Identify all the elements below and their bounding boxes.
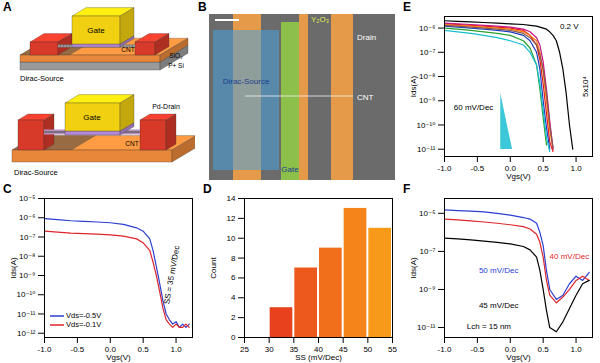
- html-text:Vds=-0.1V: Vds=-0.1V: [66, 320, 102, 329]
- svg-text:1.0: 1.0: [170, 345, 182, 354]
- html-text:B: B: [198, 0, 207, 14]
- svg-text:CNT: CNT: [125, 140, 138, 147]
- svg-text:1.0: 1.0: [570, 345, 582, 354]
- svg-text:50: 50: [363, 345, 372, 354]
- svg-text:Dirac-Source: Dirac-Source: [14, 168, 58, 177]
- html-text:E: E: [403, 0, 411, 14]
- svg-text:10⁻⁹: 10⁻⁹: [419, 96, 436, 105]
- svg-text:Vgs(V): Vgs(V): [506, 353, 531, 362]
- svg-text:Drain: Drain: [357, 33, 376, 42]
- svg-text:Dirac-Source: Dirac-Source: [223, 77, 270, 86]
- svg-text:0.0: 0.0: [504, 164, 516, 174]
- svg-text:10⁻⁵: 10⁻⁵: [19, 194, 35, 203]
- svg-text:10⁻⁶: 10⁻⁶: [419, 24, 435, 33]
- svg-text:0.0: 0.0: [504, 345, 516, 355]
- svg-text:10⁻⁷: 10⁻⁷: [419, 247, 435, 256]
- svg-text:40: 40: [314, 345, 323, 355]
- svg-text:10⁻¹²: 10⁻¹²: [17, 329, 36, 338]
- svg-text:50 mV/Dec: 50 mV/Dec: [479, 266, 519, 275]
- svg-text:0: 0: [231, 333, 236, 342]
- svg-text:Dirac-Source: Dirac-Source: [20, 74, 64, 83]
- svg-text:-0.5: -0.5: [470, 345, 484, 354]
- html-text:A: A: [3, 0, 12, 14]
- svg-text:-1.0: -1.0: [438, 345, 452, 354]
- svg-text:10⁻¹¹: 10⁻¹¹: [17, 310, 36, 319]
- svg-text:45: 45: [338, 345, 348, 355]
- html-text:D: D: [203, 182, 212, 196]
- svg-text:Y₂O₃: Y₂O₃: [311, 15, 329, 24]
- svg-text:1.0: 1.0: [570, 164, 582, 173]
- html-text:Vds=-0.5V: Vds=-0.5V: [66, 311, 102, 320]
- svg-text:Count: Count: [209, 257, 218, 279]
- svg-text:CNT: CNT: [121, 46, 134, 53]
- svg-text:Gate: Gate: [281, 165, 299, 174]
- svg-text:Ids(A): Ids(A): [9, 257, 18, 279]
- svg-text:30: 30: [265, 345, 274, 354]
- svg-text:Vgs(V): Vgs(V): [106, 353, 131, 362]
- svg-text:-0.5: -0.5: [470, 164, 484, 173]
- svg-text:10⁻⁹: 10⁻⁹: [419, 285, 436, 294]
- svg-text:10⁻⁵: 10⁻⁵: [419, 209, 435, 218]
- svg-text:Pd-Drain: Pd-Drain: [152, 103, 180, 110]
- svg-text:4: 4: [231, 293, 236, 302]
- svg-text:10⁻⁶: 10⁻⁶: [19, 213, 35, 222]
- svg-text:40 mV/Dec: 40 mV/Dec: [550, 252, 590, 261]
- svg-text:P+ Si: P+ Si: [168, 62, 184, 69]
- svg-text:12: 12: [227, 214, 236, 223]
- svg-text:Ids(A): Ids(A): [409, 76, 418, 98]
- html-text:F: F: [403, 182, 411, 196]
- svg-text:10⁻⁷: 10⁻⁷: [19, 233, 35, 242]
- svg-text:10: 10: [227, 234, 236, 243]
- svg-text:10⁻⁸: 10⁻⁸: [419, 72, 436, 81]
- svg-text:Lch = 15 nm: Lch = 15 nm: [467, 322, 512, 331]
- svg-text:-0.5: -0.5: [70, 345, 84, 354]
- svg-text:Gate: Gate: [83, 113, 101, 122]
- svg-text:SiO₂: SiO₂: [169, 52, 183, 59]
- svg-text:14: 14: [227, 194, 236, 203]
- html-text:C: C: [3, 182, 12, 196]
- svg-text:35: 35: [289, 345, 299, 355]
- svg-text:10⁻¹⁰: 10⁻¹⁰: [417, 121, 436, 130]
- svg-text:SS = 35 mV/Dec: SS = 35 mV/Dec: [162, 245, 181, 305]
- svg-text:10⁻¹¹: 10⁻¹¹: [417, 323, 436, 332]
- svg-text:0.5: 0.5: [538, 164, 550, 173]
- svg-text:10⁻⁸: 10⁻⁸: [19, 252, 36, 261]
- svg-text:25: 25: [240, 345, 249, 354]
- svg-text:-1.0: -1.0: [438, 164, 452, 173]
- svg-text:10⁻⁷: 10⁻⁷: [419, 48, 435, 57]
- svg-text:6: 6: [231, 273, 236, 282]
- svg-text:60 mV/Dec: 60 mV/Dec: [454, 103, 494, 112]
- svg-text:8: 8: [231, 254, 236, 263]
- svg-text:55: 55: [388, 345, 397, 354]
- svg-text:0.0: 0.0: [104, 345, 116, 355]
- svg-text:5x10⁴: 5x10⁴: [581, 76, 590, 97]
- svg-text:0.5: 0.5: [538, 345, 550, 354]
- svg-text:0.2 V: 0.2 V: [560, 22, 579, 31]
- svg-text:10⁻¹⁰: 10⁻¹⁰: [17, 290, 36, 299]
- svg-text:2: 2: [231, 313, 236, 322]
- svg-text:10⁻⁹: 10⁻⁹: [19, 271, 36, 280]
- svg-text:0.5: 0.5: [138, 345, 150, 354]
- svg-text:SS (mV/Dec): SS (mV/Dec): [295, 353, 342, 362]
- svg-text:CNT: CNT: [357, 93, 374, 102]
- svg-text:-1.0: -1.0: [38, 345, 52, 354]
- svg-text:Ids(A): Ids(A): [409, 257, 418, 279]
- svg-text:Vgs(V): Vgs(V): [506, 172, 531, 181]
- svg-text:Gate: Gate: [87, 26, 105, 35]
- svg-text:45 mV/Dec: 45 mV/Dec: [479, 301, 519, 310]
- svg-text:10⁻¹¹: 10⁻¹¹: [417, 145, 436, 154]
